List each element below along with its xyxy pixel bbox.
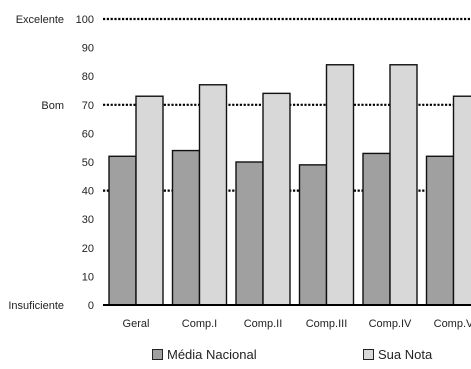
bar-1-2	[262, 92, 291, 306]
bar-0-1	[171, 149, 201, 306]
bar-1-4	[389, 64, 418, 306]
category-label-5: Comp.V	[434, 318, 471, 330]
y-tick-label-1: 10	[82, 271, 94, 283]
bar-0-3	[298, 164, 328, 306]
bar-1-0	[135, 95, 164, 306]
y-tick-label-2: 20	[82, 243, 94, 255]
bar-0-5	[425, 155, 455, 306]
category-label-0: Geral	[123, 318, 150, 330]
y-tick-label-4: 40	[82, 186, 94, 198]
bar-1-1	[198, 84, 228, 306]
legend-sua-nota: Sua Nota	[363, 347, 432, 362]
y-tick-label-10: 100	[76, 14, 94, 26]
legend-swatch-sua-nota	[363, 349, 374, 360]
category-label-1: Comp.I	[182, 318, 217, 330]
y-tick-label-5: 50	[82, 157, 94, 169]
y-tick-label-3: 30	[82, 214, 94, 226]
y-tick-label-9: 90	[82, 43, 94, 55]
bar-1-3	[325, 64, 355, 306]
legend-media-nacional: Média Nacional	[152, 347, 257, 362]
legend-label-media-nacional: Média Nacional	[167, 347, 257, 362]
reference-label-3: Insuficiente	[8, 300, 64, 312]
y-tick-label-7: 70	[82, 100, 94, 112]
legend-label-sua-nota: Sua Nota	[378, 347, 433, 362]
y-tick-label-8: 80	[82, 71, 94, 83]
category-label-2: Comp.II	[244, 318, 283, 330]
category-label-3: Comp.III	[306, 318, 348, 330]
bar-0-0	[108, 155, 137, 306]
bar-0-4	[362, 152, 391, 306]
bar-1-5	[452, 95, 471, 306]
reference-label-1: Bom	[41, 100, 64, 112]
y-tick-label-0: 0	[88, 300, 94, 312]
bar-0-2	[235, 161, 264, 306]
legend-swatch-media-nacional	[152, 349, 163, 360]
category-label-4: Comp.IV	[369, 318, 412, 330]
y-tick-label-6: 60	[82, 128, 94, 140]
reference-label-0: Excelente	[16, 14, 64, 26]
